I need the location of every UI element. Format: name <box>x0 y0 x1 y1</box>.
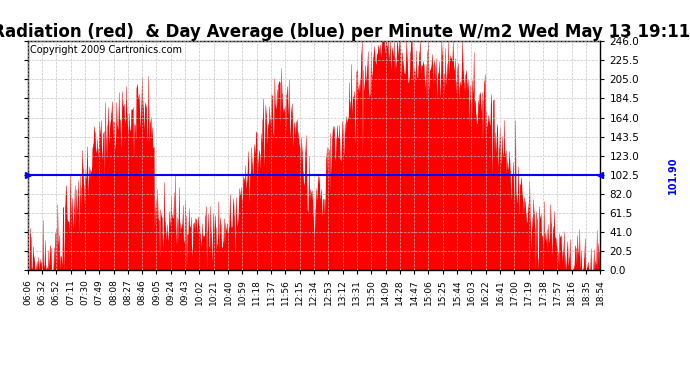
Text: Copyright 2009 Cartronics.com: Copyright 2009 Cartronics.com <box>30 45 182 55</box>
Text: 101.90: 101.90 <box>0 156 2 194</box>
Text: 101.90: 101.90 <box>667 156 678 194</box>
Title: Solar Radiation (red)  & Day Average (blue) per Minute W/m2 Wed May 13 19:11: Solar Radiation (red) & Day Average (blu… <box>0 23 690 41</box>
